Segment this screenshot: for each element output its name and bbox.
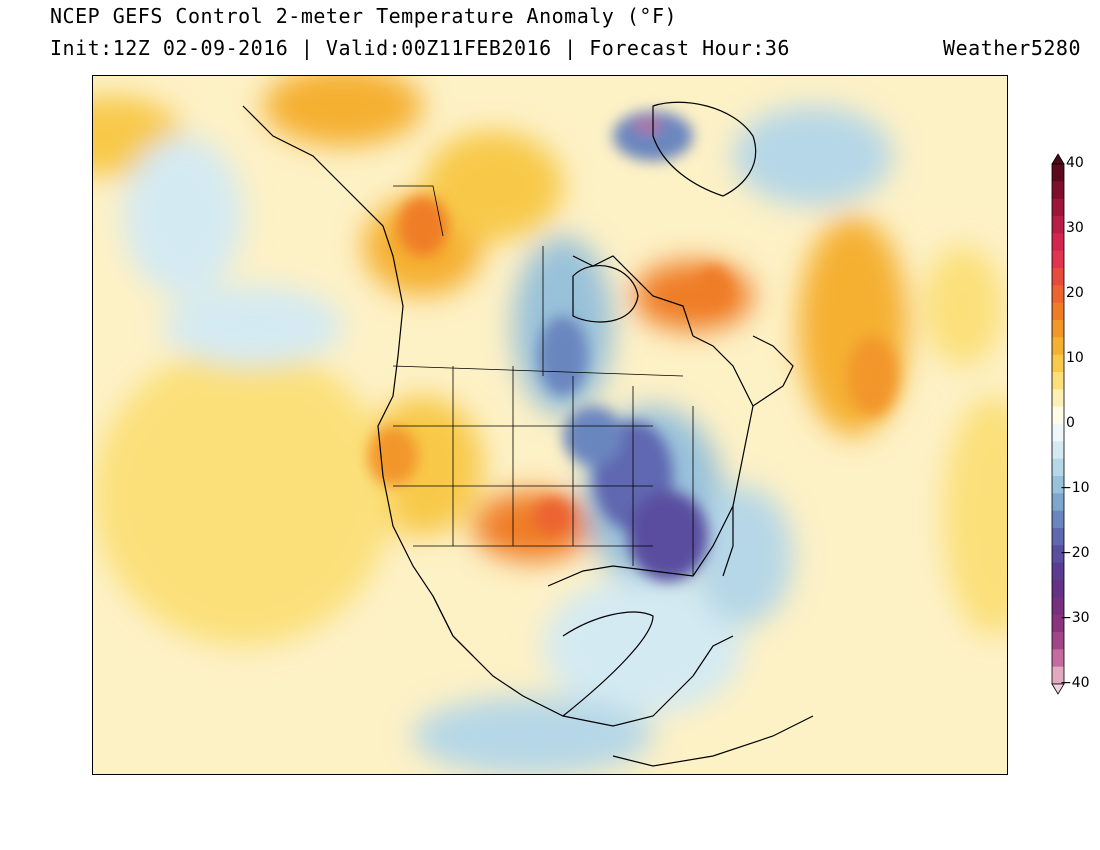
colorbar-step bbox=[1052, 302, 1064, 321]
forecast-info: Init:12Z 02-09-2016 | Valid:00Z11FEB2016… bbox=[50, 36, 790, 60]
colorbar-step bbox=[1052, 458, 1064, 477]
colorbar-tick-label: 10 bbox=[1066, 350, 1084, 366]
colorbar-step bbox=[1052, 545, 1064, 564]
colorbar-tick-label: −10 bbox=[1060, 480, 1090, 496]
colorbar-top-cap bbox=[1051, 153, 1065, 165]
colorbar-step bbox=[1052, 354, 1064, 373]
colorbar-tick-label: 20 bbox=[1066, 285, 1084, 301]
colorbar-step bbox=[1052, 181, 1064, 200]
colorbar-step bbox=[1052, 510, 1064, 529]
colorbar-steps bbox=[1051, 163, 1065, 685]
colorbar-step bbox=[1052, 372, 1064, 390]
anomaly-field-cores bbox=[368, 111, 898, 581]
colorbar-step bbox=[1052, 441, 1064, 460]
colorbar-tick-label: −20 bbox=[1060, 545, 1090, 561]
state-borders bbox=[392, 185, 694, 576]
colorbar-step bbox=[1052, 493, 1064, 512]
colorbar-step bbox=[1052, 562, 1064, 581]
colorbar-step bbox=[1052, 250, 1064, 269]
colorbar-tick-label: 40 bbox=[1066, 155, 1084, 171]
colorbar-step bbox=[1052, 285, 1064, 304]
map-title: NCEP GEFS Control 2-meter Temperature An… bbox=[50, 4, 678, 28]
colorbar-tick-label: −30 bbox=[1060, 610, 1090, 626]
colorbar-step bbox=[1052, 164, 1064, 182]
colorbar-step bbox=[1052, 649, 1064, 668]
colorbar-step bbox=[1052, 666, 1064, 685]
colorbar-step bbox=[1052, 632, 1064, 650]
colorbar-tick-label: 0 bbox=[1066, 415, 1075, 431]
colorbar-tick-label: −40 bbox=[1060, 675, 1090, 691]
anomaly-map bbox=[92, 75, 1008, 775]
colorbar-step bbox=[1052, 528, 1064, 546]
colorbar-step bbox=[1052, 597, 1064, 616]
colorbar-bottom-cap bbox=[1051, 683, 1065, 695]
colorbar-step bbox=[1052, 580, 1064, 598]
colorbar-step bbox=[1052, 198, 1064, 217]
colorbar-step bbox=[1052, 389, 1064, 408]
colorbar-step bbox=[1052, 424, 1064, 442]
colorbar-step bbox=[1052, 476, 1064, 494]
coastlines bbox=[242, 101, 814, 767]
colorbar-step bbox=[1052, 337, 1064, 356]
colorbar-step bbox=[1052, 320, 1064, 338]
colorbar-tick-label: 30 bbox=[1066, 220, 1084, 236]
colorbar-step bbox=[1052, 406, 1064, 425]
source-credit: Weather5280 bbox=[943, 36, 1081, 60]
colorbar-step bbox=[1052, 216, 1064, 234]
color-legend bbox=[1051, 153, 1065, 695]
colorbar-step bbox=[1052, 614, 1064, 633]
colorbar-step bbox=[1052, 233, 1064, 252]
colorbar-step bbox=[1052, 268, 1064, 286]
